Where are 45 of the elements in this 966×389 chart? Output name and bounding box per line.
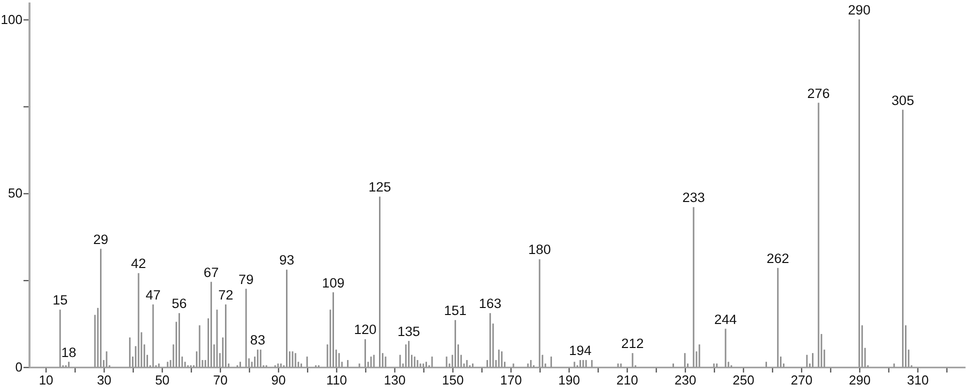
y-tick-label: 0 xyxy=(15,360,22,374)
annotation: 305 xyxy=(892,92,914,108)
annotation: 244 xyxy=(714,312,738,327)
annotation: 180 xyxy=(528,242,551,258)
annotation: 79 xyxy=(238,272,254,287)
x-tick-label: 130 xyxy=(384,372,406,388)
x-tick-label: 270 xyxy=(790,372,812,388)
annotation: 194 xyxy=(568,343,592,358)
annotation: 233 xyxy=(682,190,705,206)
x-tick-label: 150 xyxy=(442,372,464,388)
x-tick-label: 30 xyxy=(96,372,112,388)
annotation: 163 xyxy=(478,296,502,312)
x-tick-label: 110 xyxy=(326,372,348,388)
annotation: 83 xyxy=(250,332,266,348)
annotation: 56 xyxy=(172,296,187,312)
x-tick-label: 210 xyxy=(616,372,638,388)
annotation: 15 xyxy=(52,292,68,308)
annotation: 276 xyxy=(807,86,830,101)
annotation: 72 xyxy=(218,287,234,302)
x-tick-label: 90 xyxy=(271,372,286,388)
x-tick-label: 10 xyxy=(38,372,54,388)
x-tick-label: 290 xyxy=(848,372,871,388)
x-tick-label: 70 xyxy=(213,372,228,388)
annotation: 212 xyxy=(621,336,644,352)
annotation: 29 xyxy=(93,232,108,247)
annotation: 109 xyxy=(322,275,345,290)
y-tick-label: 100 xyxy=(0,12,22,27)
annotation: 67 xyxy=(204,264,219,280)
annotation: 42 xyxy=(131,256,146,272)
x-tick-label: 190 xyxy=(558,372,580,388)
x-tick-label: 310 xyxy=(906,372,929,388)
x-tick-label: 230 xyxy=(674,372,696,388)
annotation: 93 xyxy=(279,252,294,268)
x-tick-label: 170 xyxy=(500,372,522,388)
y-tick-label: 50 xyxy=(8,186,22,201)
annotation: 125 xyxy=(368,180,392,195)
annotation: 290 xyxy=(848,2,870,18)
annotation: 135 xyxy=(398,324,420,339)
annotation: 18 xyxy=(61,344,76,360)
x-tick-label: 50 xyxy=(155,372,170,388)
annotation: 262 xyxy=(766,250,790,266)
annotation: 151 xyxy=(444,303,467,318)
annotation: 120 xyxy=(354,322,376,338)
annotation: 47 xyxy=(146,287,161,302)
x-tick-label: 250 xyxy=(732,372,754,388)
